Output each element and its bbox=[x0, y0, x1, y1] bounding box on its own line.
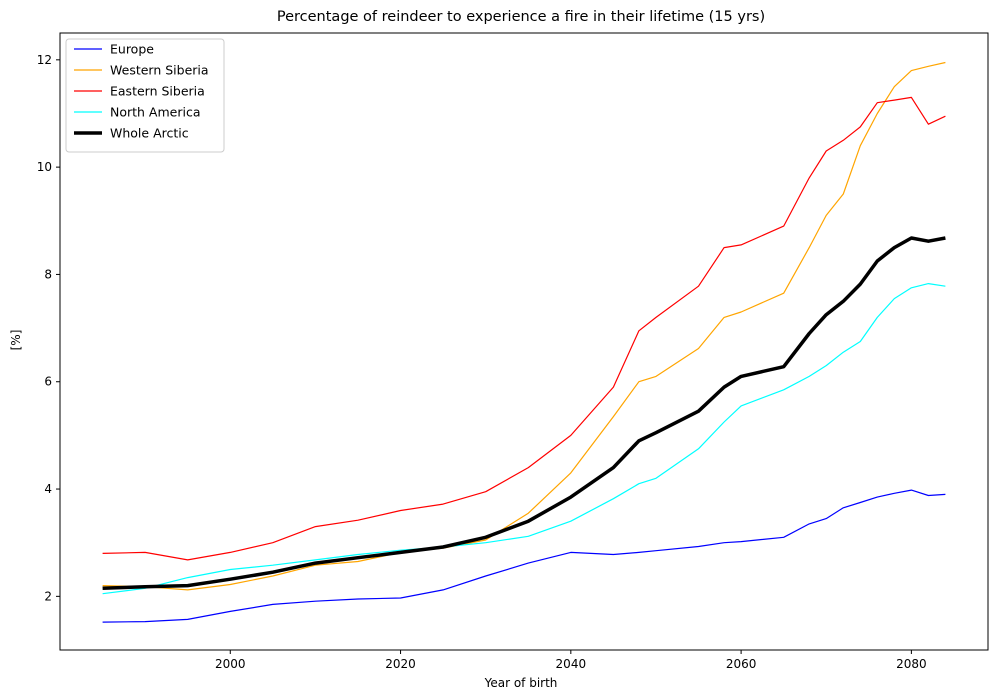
y-tick-label: 10 bbox=[37, 160, 52, 174]
y-tick-label: 6 bbox=[44, 375, 52, 389]
x-tick-label: 2040 bbox=[556, 657, 587, 671]
y-tick-label: 12 bbox=[37, 53, 52, 67]
x-tick-label: 2000 bbox=[215, 657, 246, 671]
legend-label: Whole Arctic bbox=[110, 126, 189, 141]
y-tick-label: 2 bbox=[44, 589, 52, 603]
series-line-western-siberia bbox=[102, 61, 946, 591]
legend-label: North America bbox=[110, 105, 201, 120]
plot-frame bbox=[59, 32, 989, 651]
x-tick-label: 2020 bbox=[385, 657, 416, 671]
series-layer bbox=[102, 61, 946, 623]
x-tick-label: 2060 bbox=[726, 657, 757, 671]
legend: Europe Western Siberia Eastern Siberia Nort… bbox=[65, 38, 225, 153]
x-axis-ticks: 2000 2020 2040 2060 2080 bbox=[215, 650, 927, 671]
legend-box bbox=[65, 38, 225, 153]
y-axis-label: [%] bbox=[9, 330, 23, 351]
y-tick-label: 8 bbox=[44, 267, 52, 281]
y-axis-ticks: 2 4 6 8 10 12 bbox=[37, 53, 60, 603]
series-line-europe bbox=[102, 489, 946, 623]
legend-label: Europe bbox=[110, 42, 154, 57]
series-line-north-america bbox=[102, 283, 946, 595]
x-tick-label: 2080 bbox=[896, 657, 927, 671]
legend-label: Western Siberia bbox=[110, 63, 209, 78]
series-line-whole-arctic bbox=[102, 236, 946, 591]
chart-title: Percentage of reindeer to experience a f… bbox=[277, 9, 765, 25]
x-axis-label: Year of birth bbox=[484, 676, 558, 690]
y-tick-label: 4 bbox=[44, 482, 52, 496]
series-line-eastern-siberia bbox=[102, 96, 946, 561]
legend-label: Eastern Siberia bbox=[110, 84, 205, 99]
